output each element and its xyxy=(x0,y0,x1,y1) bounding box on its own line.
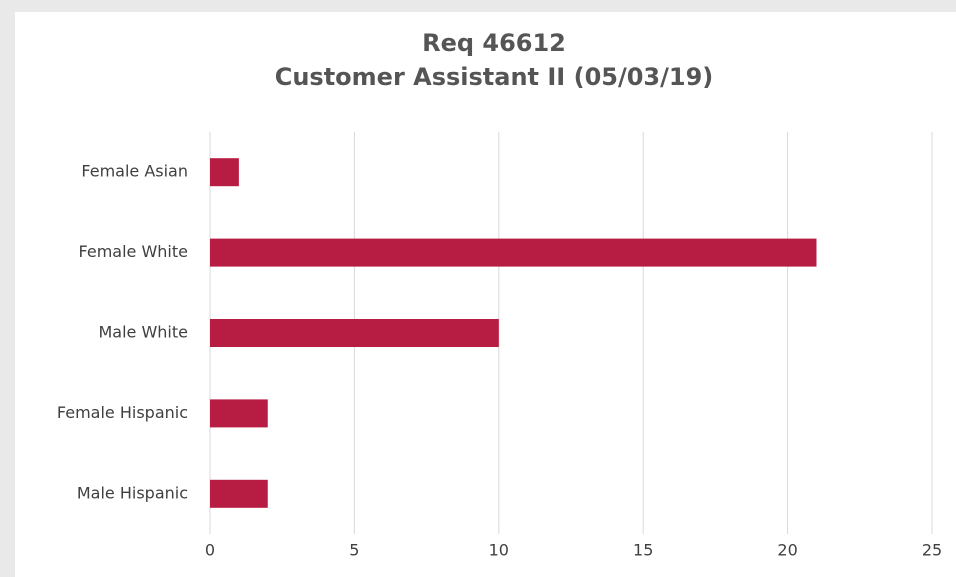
chart-title: Req 46612 xyxy=(422,29,566,57)
chart-panel xyxy=(15,12,956,577)
bar xyxy=(210,479,268,508)
y-tick-label: Female White xyxy=(79,242,188,261)
y-tick-label: Male White xyxy=(98,323,188,342)
x-tick-label: 20 xyxy=(777,541,797,560)
x-tick-label: 15 xyxy=(633,541,653,560)
bar xyxy=(210,158,239,187)
bar xyxy=(210,399,268,428)
bar xyxy=(210,319,499,347)
x-tick-label: 5 xyxy=(349,541,359,560)
y-tick-label: Male Hispanic xyxy=(77,483,188,502)
y-tick-label: Female Asian xyxy=(81,162,188,181)
x-tick-label: 0 xyxy=(205,541,215,560)
bar xyxy=(210,238,817,267)
x-tick-label: 10 xyxy=(489,541,509,560)
x-tick-label: 25 xyxy=(922,541,942,560)
y-tick-label: Female Hispanic xyxy=(57,403,188,422)
chart-title: Customer Assistant II (05/03/19) xyxy=(275,63,714,91)
